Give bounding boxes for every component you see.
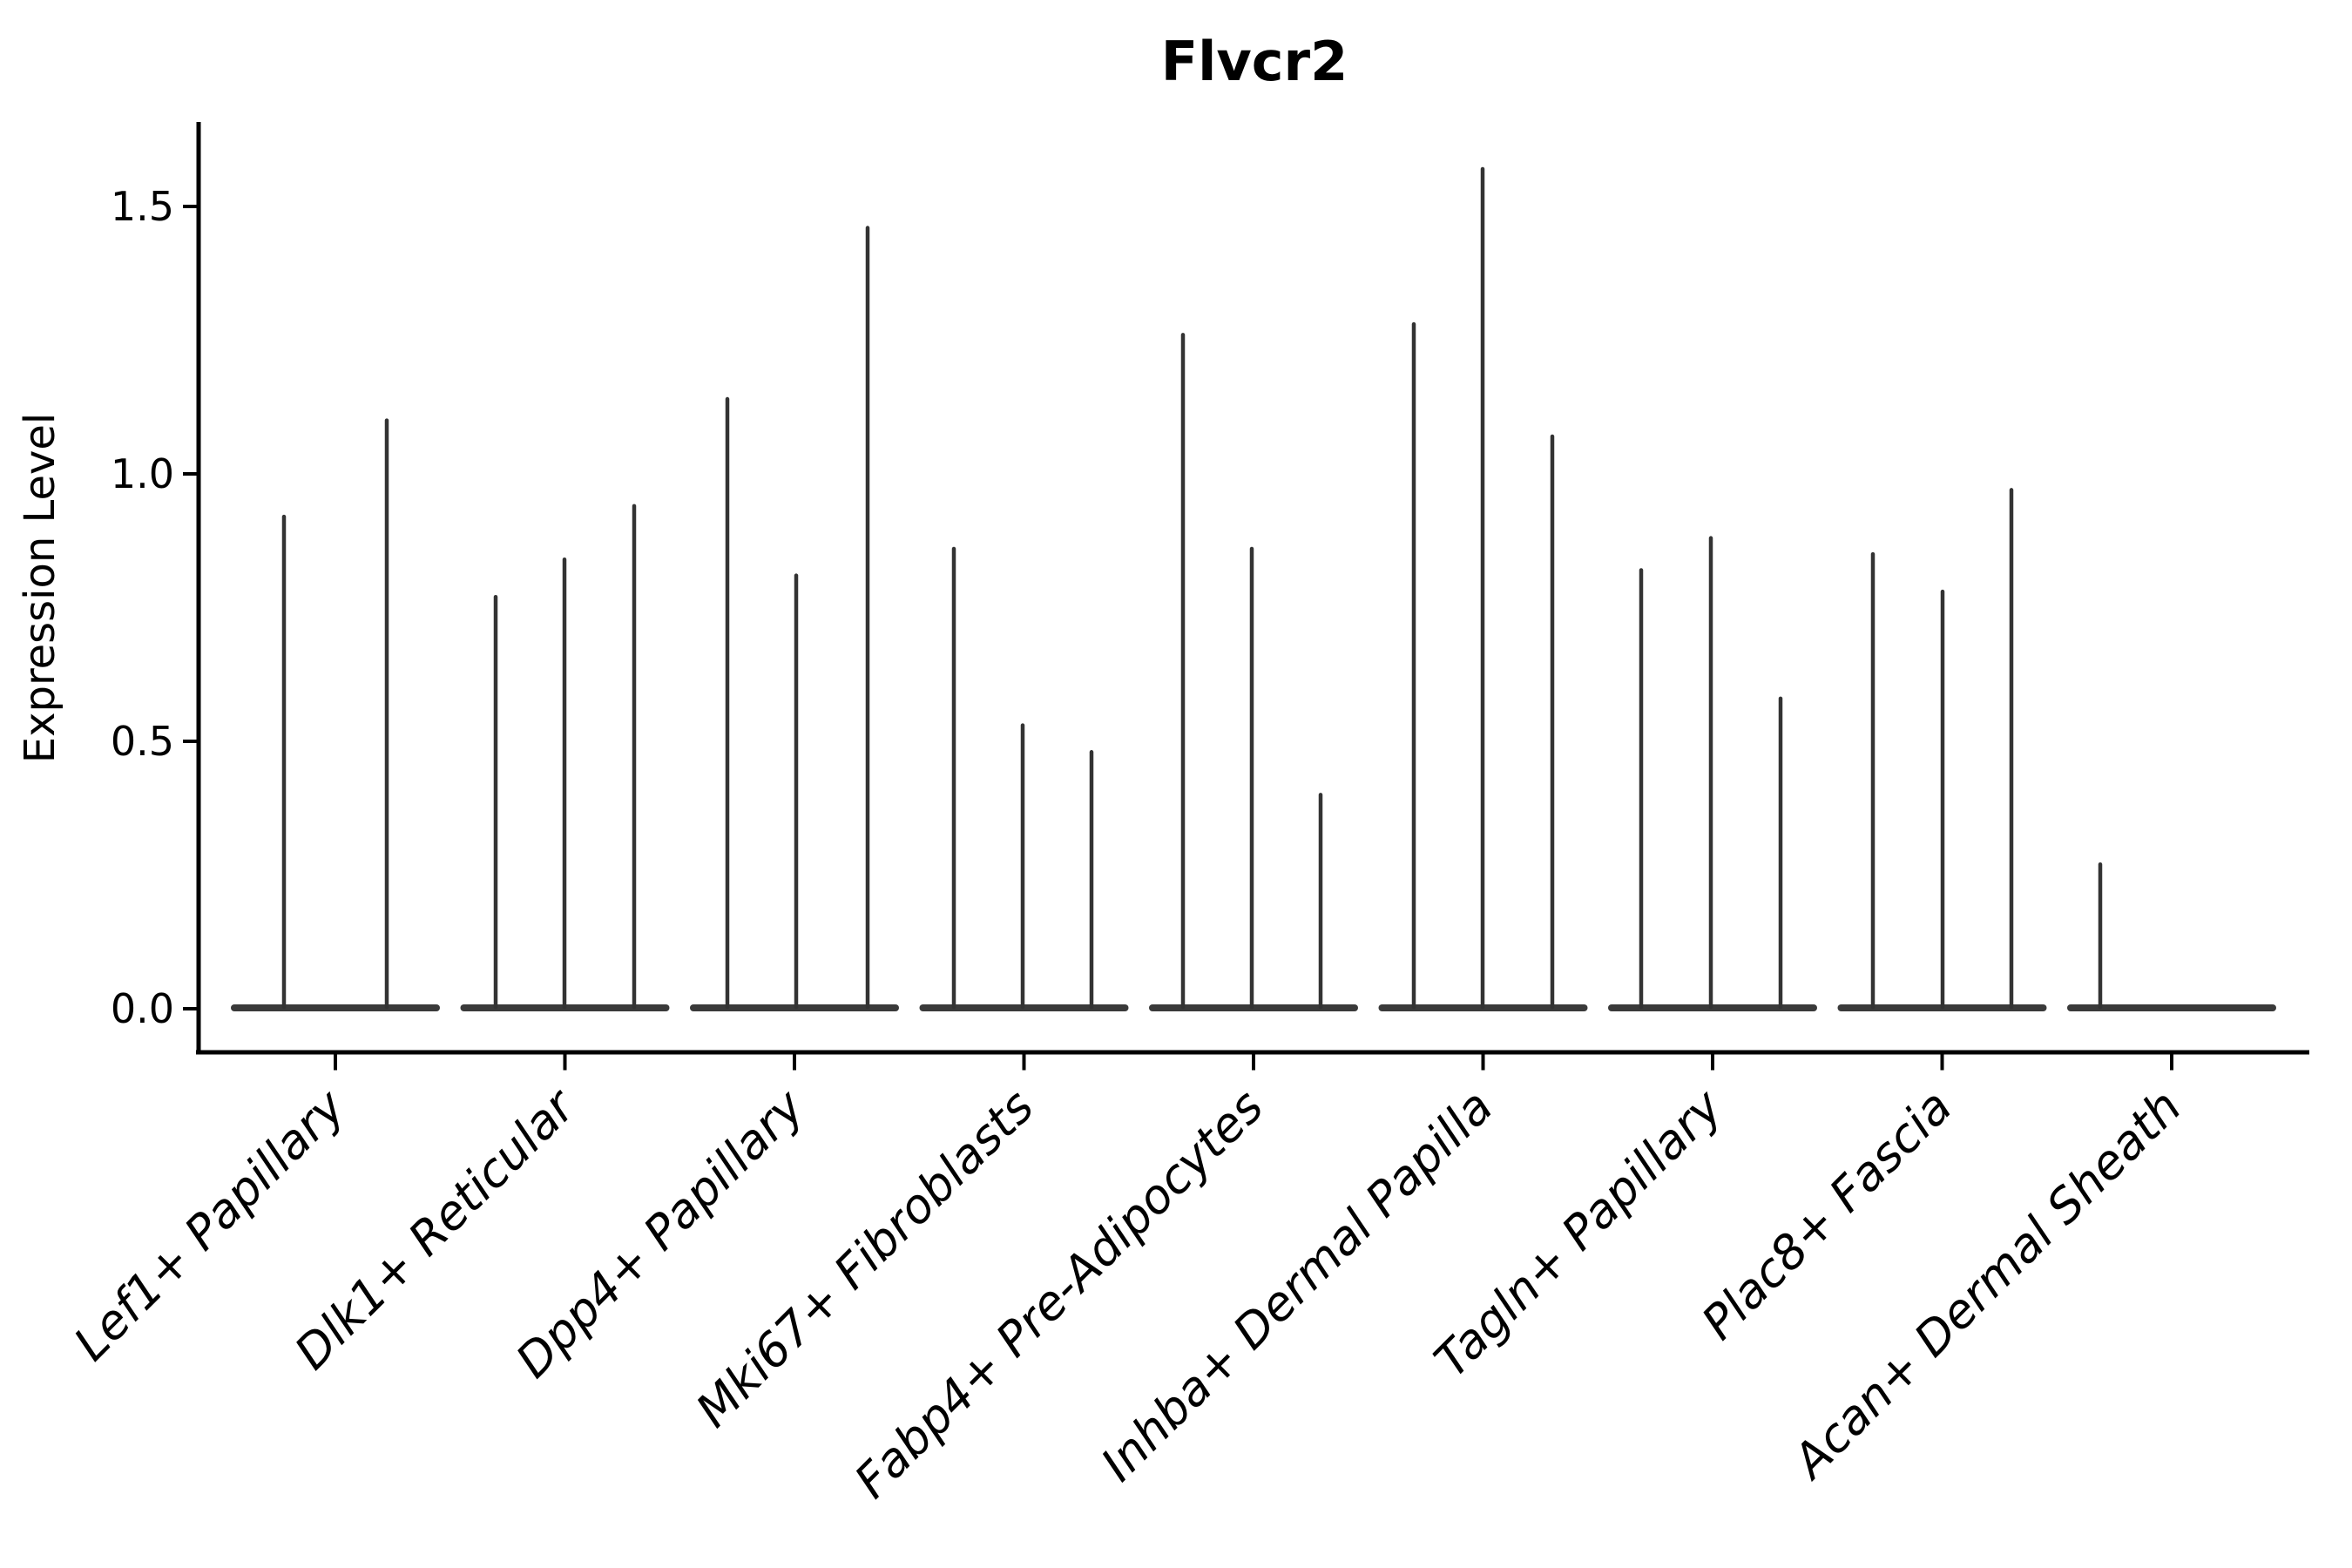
axes-layer (196, 122, 2309, 1055)
violins-layer (231, 166, 2276, 1011)
ticks-layer (183, 205, 2173, 1071)
violin-base (2067, 1004, 2276, 1011)
x-tick-label: Fabp4+ Pre-Adipocytes (844, 1079, 1274, 1509)
x-tick-label: Acan+ Dermal Sheath (1781, 1079, 2192, 1490)
x-tick-label: Inhba+ Dermal Papilla (1091, 1079, 1504, 1492)
violin-base (231, 1004, 440, 1011)
y-tick-label: 0.5 (111, 718, 174, 765)
y-tick-label: 1.0 (111, 450, 174, 497)
y-tick-label: 1.5 (111, 183, 174, 230)
chart-title: Flvcr2 (1161, 30, 1348, 93)
y-tick-label: 0.0 (111, 985, 174, 1032)
y-axis-label: Expression Level (16, 413, 64, 764)
